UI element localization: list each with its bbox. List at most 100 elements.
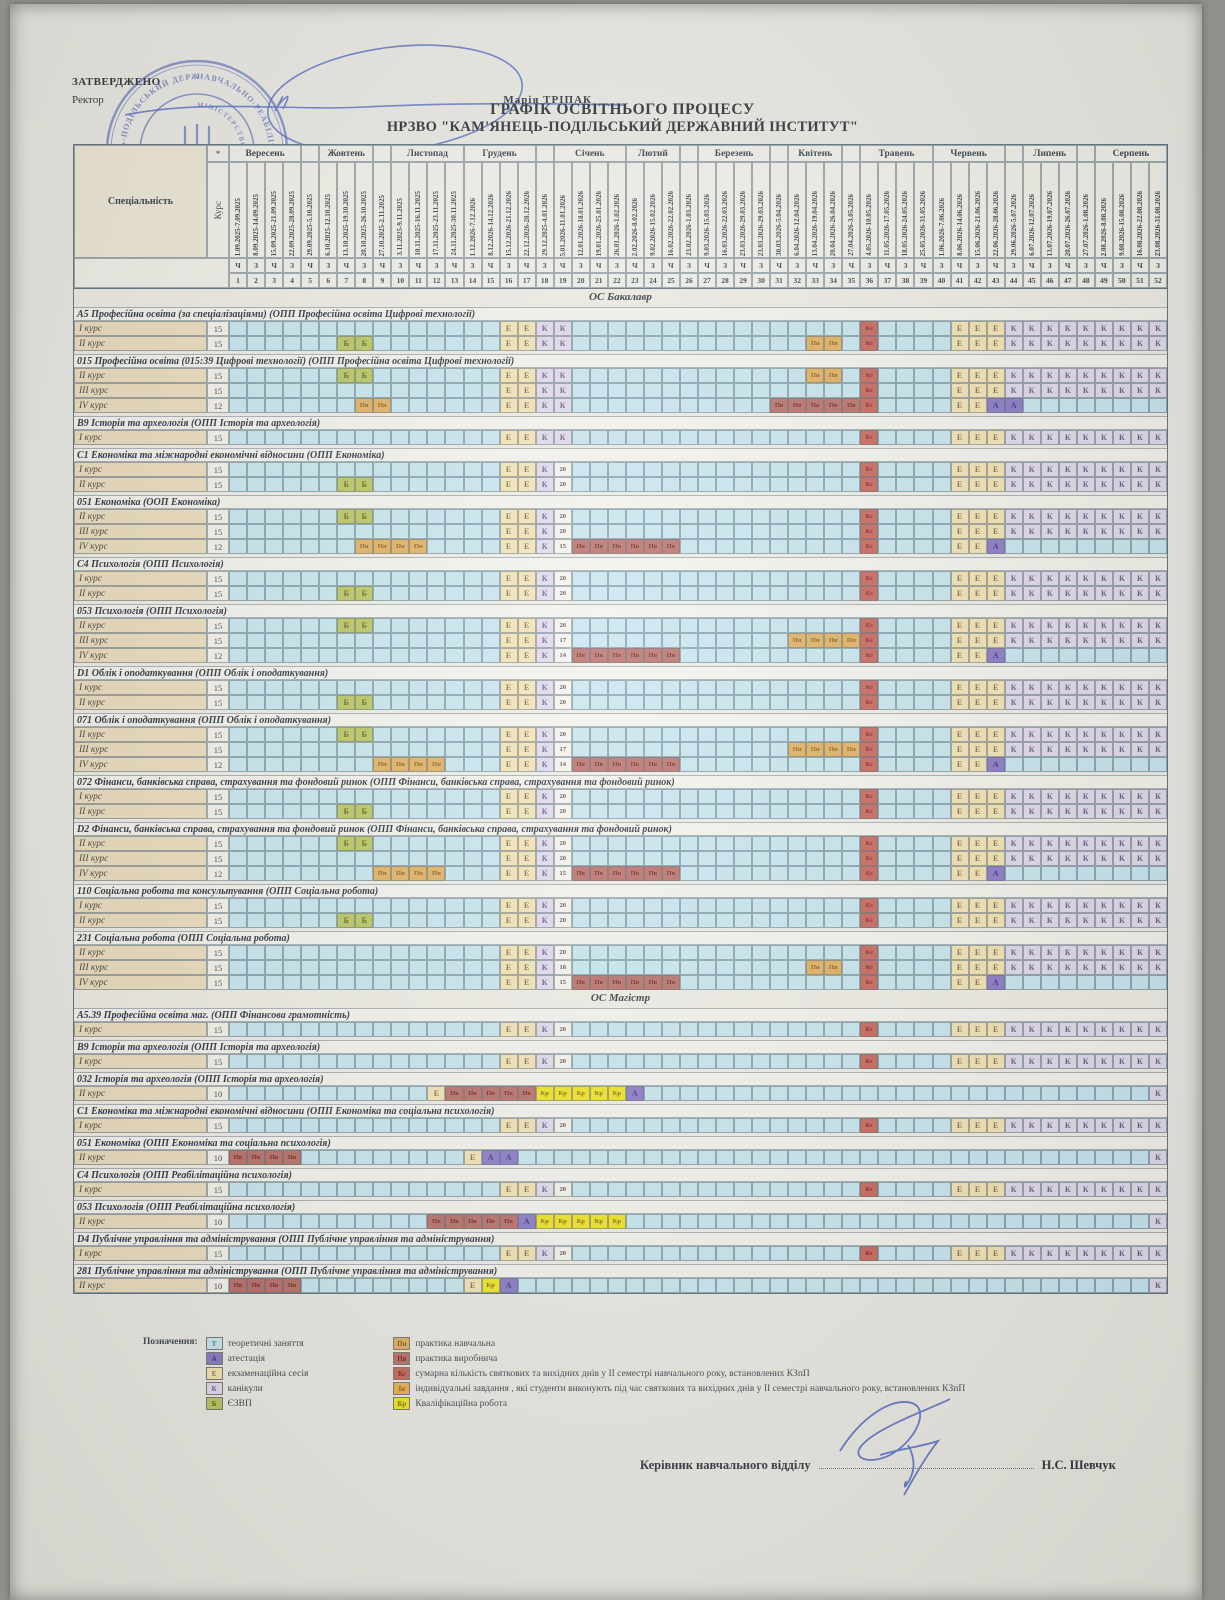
week-cell: К bbox=[1022, 1118, 1041, 1133]
week-cell bbox=[914, 1246, 933, 1261]
week-cell bbox=[625, 571, 644, 586]
week-cell: Пв bbox=[625, 539, 644, 554]
week-cell bbox=[824, 789, 843, 804]
week-cell: Кс bbox=[860, 866, 879, 881]
week-cell bbox=[571, 960, 590, 975]
week-cell: К bbox=[1076, 430, 1095, 445]
week-cell bbox=[247, 1246, 266, 1261]
week-cell bbox=[301, 680, 320, 695]
week-cell bbox=[824, 462, 843, 477]
week-cell: Кр bbox=[481, 1278, 500, 1293]
week-cell bbox=[734, 321, 753, 336]
week-cell: 17 bbox=[553, 633, 572, 648]
week-cell bbox=[643, 368, 662, 383]
week-cell: К bbox=[535, 680, 554, 695]
week-cell bbox=[842, 368, 861, 383]
week-cell: К bbox=[1094, 789, 1113, 804]
week-cell: К bbox=[1148, 1214, 1167, 1229]
week-cell bbox=[229, 1022, 248, 1037]
week-cell: Кр bbox=[553, 1214, 572, 1229]
week-cell bbox=[445, 913, 464, 928]
week-cell: К bbox=[1094, 586, 1113, 601]
week-number: 23 bbox=[625, 273, 644, 288]
week-cell: Пв bbox=[661, 757, 680, 772]
week-cell bbox=[319, 633, 338, 648]
week-cell bbox=[427, 430, 446, 445]
week-cell bbox=[319, 539, 338, 554]
week-cell bbox=[319, 1214, 338, 1229]
week-cell bbox=[698, 383, 717, 398]
week-cell bbox=[716, 336, 735, 351]
week-cell: Е bbox=[950, 975, 969, 990]
week-cell: К bbox=[1076, 804, 1095, 819]
week-cell bbox=[283, 680, 302, 695]
week-cell bbox=[1022, 648, 1041, 663]
week-cell bbox=[1112, 1278, 1131, 1293]
week-cell bbox=[1130, 648, 1149, 663]
week-cell: Е bbox=[517, 321, 536, 336]
week-cell bbox=[1058, 1278, 1077, 1293]
week-cell: Кс bbox=[860, 430, 879, 445]
week-cell: К bbox=[1076, 1118, 1095, 1133]
week-cell bbox=[698, 398, 717, 413]
legend-title: Позначення: bbox=[143, 1337, 198, 1347]
week-numerator-denominator: Ч bbox=[589, 258, 608, 273]
week-cell bbox=[698, 804, 717, 819]
week-cell bbox=[589, 368, 608, 383]
week-cell: К bbox=[1004, 836, 1023, 851]
week-cell bbox=[643, 633, 662, 648]
week-cell bbox=[824, 1214, 843, 1229]
week-cell: Б bbox=[337, 836, 356, 851]
week-cell bbox=[445, 1150, 464, 1165]
week-cell bbox=[265, 804, 284, 819]
week-cell: Е bbox=[499, 757, 518, 772]
week-cell bbox=[932, 804, 951, 819]
week-cell bbox=[878, 1150, 897, 1165]
week-cell: Б bbox=[337, 618, 356, 633]
week-cell: Кс bbox=[860, 742, 879, 757]
week-cell: 18 bbox=[553, 960, 572, 975]
week-cell bbox=[337, 648, 356, 663]
week-cell bbox=[716, 462, 735, 477]
week-cell: Пв bbox=[445, 1086, 464, 1101]
week-cell bbox=[391, 462, 410, 477]
week-cell bbox=[896, 462, 915, 477]
week-cell: К bbox=[535, 742, 554, 757]
week-cell: К bbox=[1130, 851, 1149, 866]
week-cell bbox=[229, 462, 248, 477]
week-cell bbox=[842, 695, 861, 710]
week-cell: Кс bbox=[860, 1182, 879, 1197]
week-cell bbox=[896, 913, 915, 928]
week-cell bbox=[301, 336, 320, 351]
week-cell: Е bbox=[968, 836, 987, 851]
week-cell bbox=[734, 368, 753, 383]
week-cell bbox=[679, 960, 698, 975]
week-cell bbox=[734, 804, 753, 819]
week-cell bbox=[607, 836, 626, 851]
week-cell bbox=[679, 648, 698, 663]
week-cell bbox=[607, 898, 626, 913]
week-cell bbox=[878, 618, 897, 633]
week-cell: Е bbox=[499, 368, 518, 383]
week-cell bbox=[625, 945, 644, 960]
week-cell bbox=[842, 960, 861, 975]
week-numerator-denominator: З bbox=[571, 258, 590, 273]
week-cell bbox=[265, 321, 284, 336]
week-cell: Кс bbox=[860, 509, 879, 524]
week-cell bbox=[806, 975, 825, 990]
week-cell bbox=[842, 586, 861, 601]
week-cell bbox=[950, 1214, 969, 1229]
week-cell bbox=[283, 975, 302, 990]
week-cell bbox=[788, 618, 807, 633]
month-header: Квітень bbox=[788, 145, 843, 162]
week-cell: К bbox=[1148, 1118, 1167, 1133]
week-cell bbox=[734, 571, 753, 586]
week-cell bbox=[770, 633, 789, 648]
week-date-range: 18.05.2026-24.05.2026 bbox=[896, 162, 915, 258]
week-cell: К bbox=[1040, 1182, 1059, 1197]
week-cell bbox=[391, 398, 410, 413]
week-number: 31 bbox=[770, 273, 789, 288]
week-cell: Е bbox=[968, 633, 987, 648]
week-cell bbox=[698, 462, 717, 477]
week-cell bbox=[589, 1054, 608, 1069]
